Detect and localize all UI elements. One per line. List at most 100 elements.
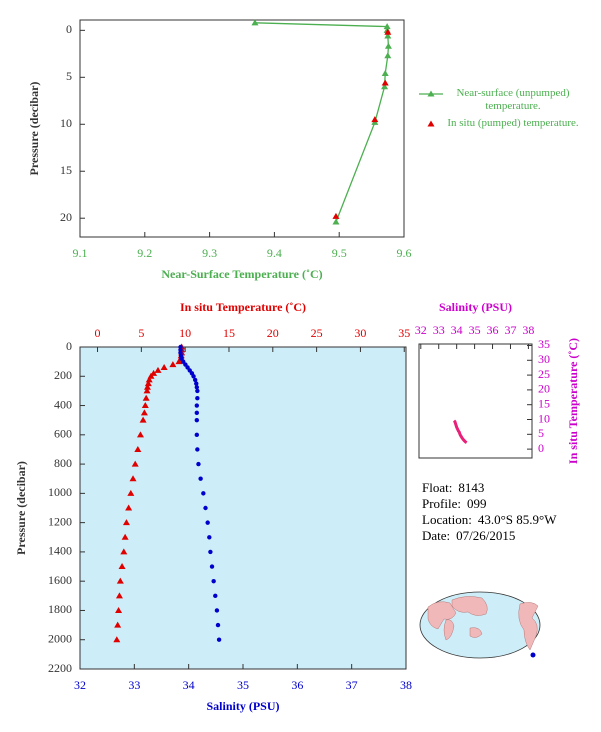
info-label: Profile: (422, 496, 461, 511)
marker (115, 606, 123, 613)
marker (118, 563, 126, 570)
world-map (419, 591, 541, 659)
x-tick-label: 35 (398, 326, 410, 340)
marker (154, 366, 162, 373)
y-tick-label: 1800 (48, 602, 72, 616)
info-row: Float: 8143 (422, 480, 556, 496)
x-tick-label: 9.4 (267, 246, 282, 260)
x-tick-label: 15 (223, 326, 235, 340)
x-tick-label: 36 (487, 323, 499, 337)
marker (203, 505, 208, 511)
marker (134, 445, 142, 452)
marker (160, 363, 168, 370)
y-axis-title: Pressure (decibar) (27, 82, 41, 176)
info-row: Location: 43.0°S 85.9°W (422, 512, 556, 528)
marker (207, 535, 212, 540)
marker (384, 52, 392, 59)
x-tick-label: 32 (415, 323, 427, 337)
info-value: 099 (467, 496, 487, 511)
marker (145, 376, 153, 383)
legend-marker (427, 90, 435, 97)
marker (201, 491, 206, 496)
marker (196, 461, 201, 467)
marker (381, 83, 389, 90)
x-tick-label: 38 (400, 678, 412, 692)
y-tick-label: 400 (54, 397, 72, 411)
marker (114, 621, 122, 628)
x-tick-label: 35 (237, 678, 249, 692)
y-tick-label: 200 (54, 368, 72, 382)
marker (144, 380, 152, 387)
marker (194, 417, 200, 423)
marker (371, 116, 379, 123)
y-tick-label: 30 (538, 352, 550, 366)
marker (122, 519, 130, 526)
series-line (452, 419, 468, 444)
marker (175, 358, 183, 365)
y-axis-title: Pressure (decibar) (14, 461, 28, 555)
marker (139, 416, 147, 423)
legend-marker (427, 120, 435, 127)
info-label: Float: (422, 480, 453, 495)
y-tick-label: 0 (66, 339, 72, 353)
x-tick-label: 9.5 (332, 246, 347, 260)
y-tick-label: 0 (66, 22, 72, 36)
x-tick-label: 9.3 (202, 246, 217, 260)
x-axis-title: Salinity (PSU) (206, 699, 279, 713)
y-tick-label: 15 (60, 163, 72, 177)
marker (192, 377, 198, 383)
x-tick-label: 38 (522, 323, 534, 337)
x-tick-label: 20 (267, 326, 279, 340)
info-value: 43.0°S 85.9°W (477, 512, 557, 527)
info-label: Location: (422, 512, 472, 527)
info-row: Date: 07/26/2015 (422, 528, 556, 544)
marker (213, 593, 218, 599)
info-value: 07/26/2015 (456, 528, 516, 543)
y-tick-label: 2000 (48, 631, 72, 645)
y-tick-label: 600 (54, 427, 72, 441)
y-tick-label: 15 (538, 396, 550, 410)
x-tick-label: 5 (138, 326, 144, 340)
y-tick-label: 20 (538, 382, 550, 396)
marker (251, 19, 259, 26)
y-tick-label: 5 (66, 69, 72, 83)
marker (195, 396, 200, 401)
y-tick-label: 5 (538, 426, 544, 440)
marker (215, 622, 221, 628)
x-tick-label: 9.1 (73, 246, 88, 260)
x2-axis-title: In situ Temperature (˚C) (180, 300, 306, 314)
x-tick-label: 10 (179, 326, 191, 340)
marker (121, 533, 129, 540)
info-value: 8143 (458, 480, 485, 495)
marker (169, 361, 177, 368)
x-tick-label: 34 (451, 323, 463, 337)
x-tick-label: 37 (504, 323, 516, 337)
marker (194, 432, 200, 438)
marker (208, 549, 213, 555)
info-row: Profile: 099 (422, 496, 556, 512)
marker (332, 212, 340, 219)
float-info: Float: 8143 Profile: 099 Location: 43.0°S 85.… (422, 480, 556, 544)
marker (131, 460, 139, 467)
marker (214, 608, 220, 613)
marker (332, 218, 340, 225)
marker (195, 388, 200, 394)
marker (127, 489, 135, 496)
marker (116, 577, 124, 584)
marker (120, 548, 128, 555)
marker (195, 447, 200, 452)
x-tick-label: 35 (469, 323, 481, 337)
marker (194, 381, 199, 386)
x-tick-label: 9.2 (137, 246, 152, 260)
marker (143, 387, 151, 394)
x-axis-title: Salinity (PSU) (439, 300, 512, 314)
marker (194, 385, 200, 390)
y-tick-label: 0 (538, 441, 544, 455)
marker (381, 70, 389, 77)
x-tick-label: 25 (311, 326, 323, 340)
x-tick-label: 33 (433, 323, 445, 337)
x-tick-label: 34 (183, 678, 195, 692)
marker (115, 592, 123, 599)
legend-label: Near-surface (unpumped) temperature. (456, 87, 570, 112)
